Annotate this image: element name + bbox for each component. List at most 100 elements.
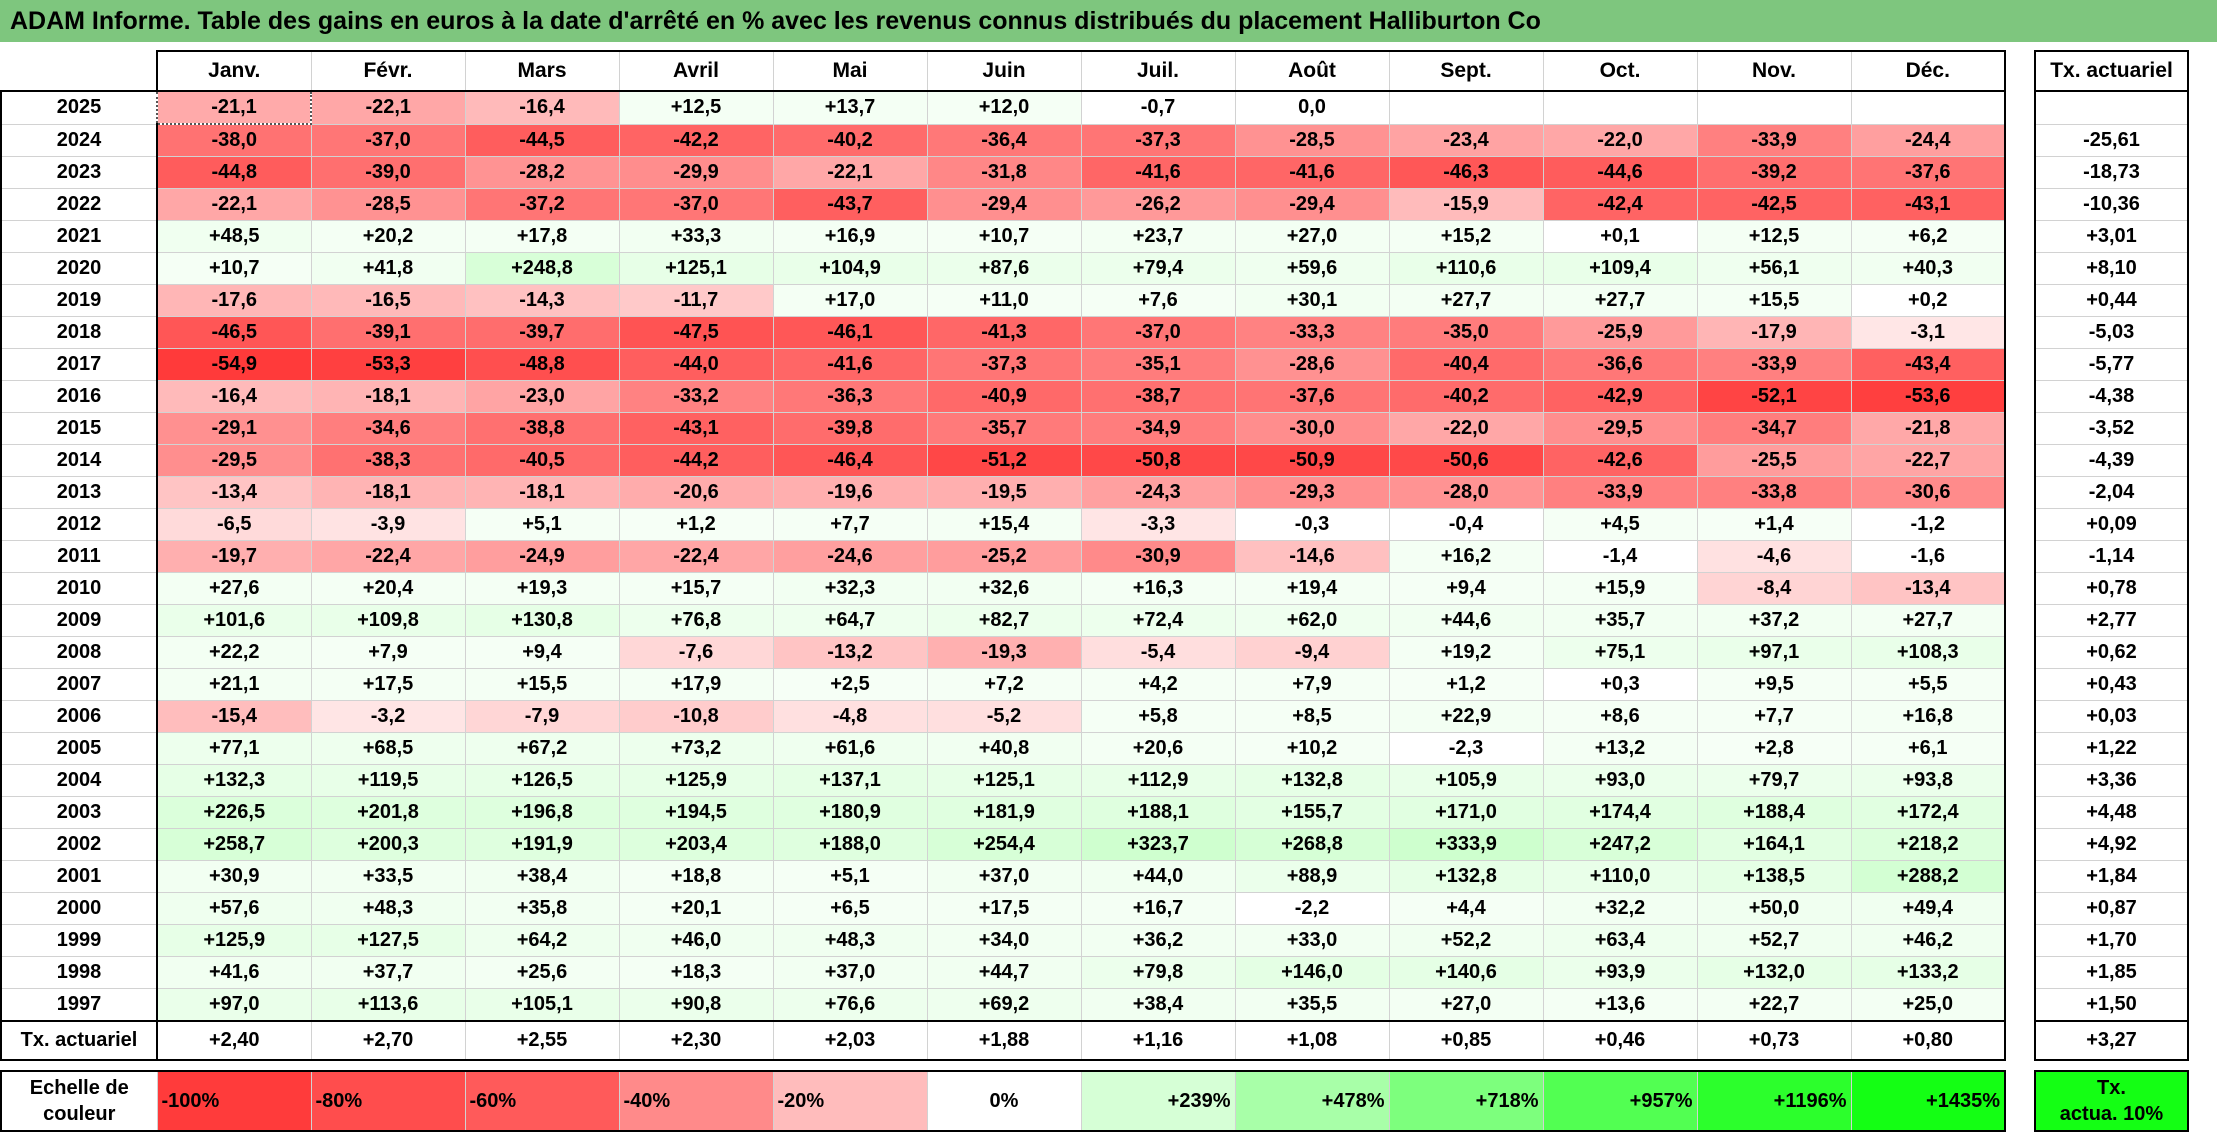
value-cell: -33,2 <box>618 380 774 413</box>
column-gap <box>2005 156 2035 189</box>
value-cell: +4,4 <box>1388 892 1544 925</box>
value-cell: -50,8 <box>1080 444 1236 477</box>
value-cell: -44,6 <box>1542 156 1698 189</box>
column-gap <box>2005 220 2035 253</box>
value-cell: -1,2 <box>1850 508 2006 541</box>
total-value: +2,55 <box>464 1020 620 1061</box>
value-cell: -24,4 <box>1850 123 2006 157</box>
column-gap <box>2005 796 2035 829</box>
total-value: +0,73 <box>1696 1020 1852 1061</box>
value-cell: +25,6 <box>464 956 620 989</box>
value-cell: +79,4 <box>1080 252 1236 285</box>
value-cell: -52,1 <box>1696 380 1852 413</box>
value-cell: +27,6 <box>156 572 312 605</box>
total-value: +2,40 <box>156 1020 312 1061</box>
total-value: +2,30 <box>618 1020 774 1061</box>
value-cell: -29,4 <box>1234 188 1390 221</box>
value-cell: -42,9 <box>1542 380 1698 413</box>
column-gap <box>2005 668 2035 701</box>
table-row: 2025 -21,1 -22,1 -16,4 +12,5 +13,7 +12,0 -0,7 0,… <box>0 90 2189 125</box>
value-cell: -39,7 <box>464 316 620 349</box>
month-header: Juin <box>926 50 1082 92</box>
year-cell: 2002 <box>0 828 158 861</box>
column-gap <box>2005 1071 2035 1131</box>
value-cell: +37,7 <box>310 956 466 989</box>
value-cell: +44,7 <box>926 956 1082 989</box>
value-cell: -14,3 <box>464 284 620 317</box>
value-cell: -53,3 <box>310 348 466 381</box>
value-cell: +20,4 <box>310 572 466 605</box>
value-cell: -29,5 <box>1542 412 1698 445</box>
value-cell: +125,1 <box>618 252 774 285</box>
spacer-cell <box>1851 1060 2005 1071</box>
value-cell: +104,9 <box>772 252 928 285</box>
value-cell: -33,9 <box>1696 123 1852 157</box>
value-cell: -34,9 <box>1080 412 1236 445</box>
value-cell: +75,1 <box>1542 636 1698 669</box>
month-header: Déc. <box>1850 50 2006 92</box>
value-cell: +33,0 <box>1234 924 1390 957</box>
column-gap <box>2005 476 2035 509</box>
value-cell: -19,7 <box>156 540 312 573</box>
value-cell: -37,0 <box>618 188 774 221</box>
value-cell: -30,6 <box>1850 476 2006 509</box>
table-row: 2016 -16,4 -18,1 -23,0 -33,2 -36,3 -40,9 -38,7-… <box>0 380 2189 413</box>
value-cell: -13,4 <box>156 476 312 509</box>
value-cell: +15,5 <box>464 668 620 701</box>
value-cell: +46,0 <box>618 924 774 957</box>
color-scale-step: +1196% <box>1696 1070 1852 1132</box>
color-scale-row: Echelle de couleur -100% -80% -60% -40% -20% 0%… <box>0 1070 2189 1132</box>
value-cell: -36,6 <box>1542 348 1698 381</box>
spacer-cell <box>1 1060 157 1071</box>
value-cell: +105,1 <box>464 988 620 1022</box>
value-cell <box>1388 90 1544 125</box>
column-gap <box>2005 892 2035 925</box>
column-gap <box>2005 604 2035 637</box>
value-cell: +40,8 <box>926 732 1082 765</box>
rate-cell: +0,44 <box>2034 284 2189 317</box>
value-cell: -40,2 <box>772 123 928 157</box>
value-cell: +48,3 <box>310 892 466 925</box>
table-row: 2009 +101,6 +109,8 +130,8 +76,8 +64,7 +82,7 +72… <box>0 604 2189 637</box>
total-value: +2,70 <box>310 1020 466 1061</box>
rate-cell: +1,84 <box>2034 860 2189 893</box>
column-gap <box>2005 444 2035 477</box>
value-cell: +20,2 <box>310 220 466 253</box>
color-scale-step: +239% <box>1080 1070 1236 1132</box>
year-cell: 2017 <box>0 348 158 381</box>
value-cell: +10,7 <box>156 252 312 285</box>
color-scale-step: -60% <box>464 1070 620 1132</box>
value-cell: +323,7 <box>1080 828 1236 861</box>
rate-cell: +1,50 <box>2034 988 2189 1022</box>
value-cell: +0,2 <box>1850 284 2006 317</box>
value-cell: -44,8 <box>156 156 312 189</box>
value-cell: +7,7 <box>1696 700 1852 733</box>
month-header: Mars <box>464 50 620 92</box>
corner-cell <box>1 51 158 92</box>
year-cell: 2014 <box>0 444 158 477</box>
value-cell: +41,8 <box>310 252 466 285</box>
value-cell: -29,5 <box>156 444 312 477</box>
value-cell: -28,5 <box>1234 123 1390 157</box>
value-cell: -16,5 <box>310 284 466 317</box>
color-scale-step: +718% <box>1388 1070 1544 1132</box>
value-cell: -25,2 <box>926 540 1082 573</box>
value-cell: -29,3 <box>1234 476 1390 509</box>
value-cell: -39,0 <box>310 156 466 189</box>
value-cell: -34,7 <box>1696 412 1852 445</box>
column-gap <box>2005 91 2035 124</box>
value-cell: +5,1 <box>772 860 928 893</box>
rate-cell: +0,62 <box>2034 636 2189 669</box>
rate-cell: +0,78 <box>2034 572 2189 605</box>
value-cell: +105,9 <box>1388 764 1544 797</box>
value-cell: -10,8 <box>618 700 774 733</box>
value-cell: +258,7 <box>156 828 312 861</box>
value-cell: +46,2 <box>1850 924 2006 957</box>
value-cell: +180,9 <box>772 796 928 829</box>
rate-cell: +0,87 <box>2034 892 2189 925</box>
gains-table: Janv. Févr. Mars Avril Mai Juin Juil. Août Sept.… <box>0 50 2189 1132</box>
total-rate: +3,27 <box>2034 1020 2189 1061</box>
rate-cell: -25,61 <box>2034 123 2189 157</box>
rate-cell: +0,03 <box>2034 700 2189 733</box>
value-cell: -42,4 <box>1542 188 1698 221</box>
